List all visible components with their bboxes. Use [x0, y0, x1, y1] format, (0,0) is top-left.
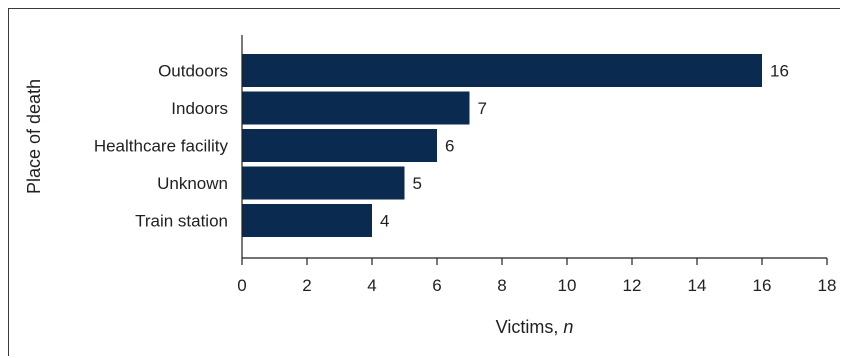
- x-tick-label: 16: [753, 276, 772, 295]
- bar: [242, 129, 437, 162]
- x-tick-label: 6: [432, 276, 441, 295]
- bar-value-label: 6: [445, 137, 454, 156]
- x-axis-title: Victims, n: [496, 317, 574, 337]
- category-label: Unknown: [157, 174, 228, 193]
- x-tick-label: 2: [302, 276, 311, 295]
- category-label: Healthcare facility: [94, 137, 229, 156]
- x-tick-label: 14: [688, 276, 707, 295]
- category-label: Train station: [135, 212, 228, 231]
- category-label: Indoors: [171, 99, 228, 118]
- x-tick-label: 18: [818, 276, 837, 295]
- bar: [242, 91, 470, 125]
- value-labels-group: 16 7 6 5 4: [380, 62, 789, 231]
- category-label: Outdoors: [158, 62, 228, 81]
- bar-value-label: 5: [413, 174, 422, 193]
- bar-value-label: 16: [770, 62, 789, 81]
- x-tick-label: 12: [623, 276, 642, 295]
- x-tick-label: 10: [558, 276, 577, 295]
- x-tick-label: 0: [237, 276, 246, 295]
- bar-value-label: 7: [478, 99, 487, 118]
- bars-group: [242, 54, 762, 237]
- bar: [242, 204, 372, 237]
- y-axis-title: Place of death: [24, 79, 44, 194]
- category-labels-group: Outdoors Indoors Healthcare facility Unknow…: [94, 62, 229, 231]
- bar: [242, 166, 405, 200]
- x-tick-label: 4: [367, 276, 376, 295]
- bar: [242, 54, 762, 87]
- x-tick-label: 8: [497, 276, 506, 295]
- x-ticks-group: 0 2 4 6 8 10 12 14 16 18: [237, 258, 836, 295]
- bar-value-label: 4: [380, 212, 389, 231]
- chart-frame: [8, 8, 840, 356]
